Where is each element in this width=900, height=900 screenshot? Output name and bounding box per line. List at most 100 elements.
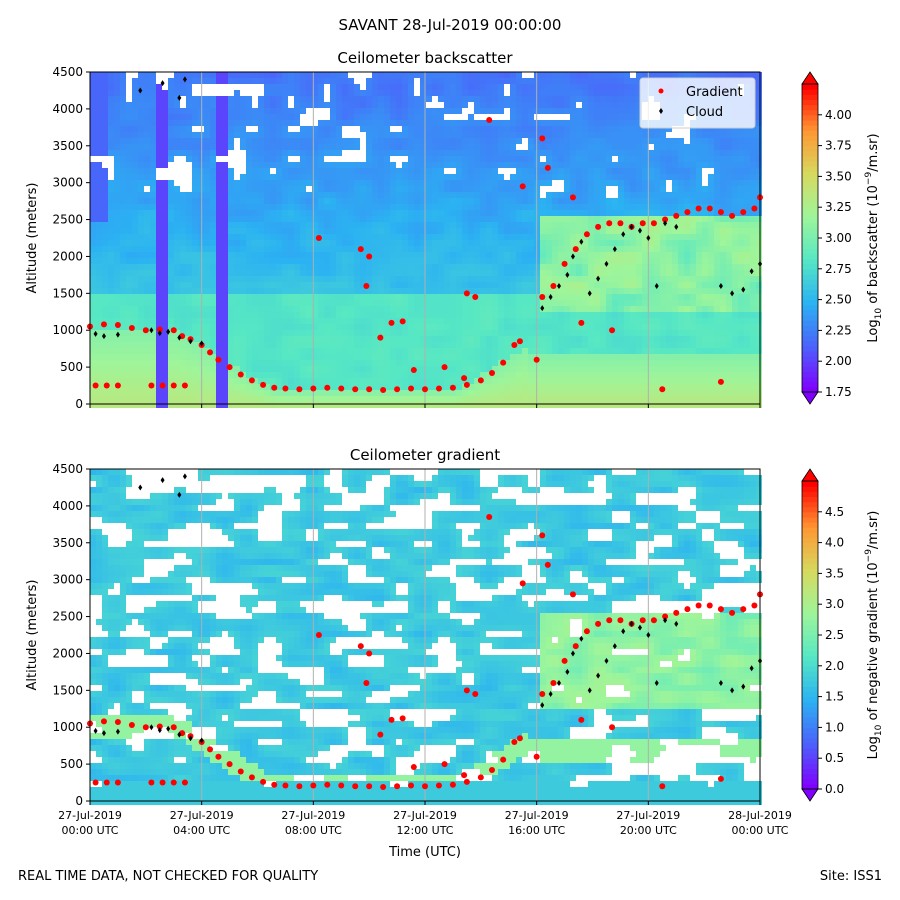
cloud-point bbox=[730, 290, 735, 297]
gradient-point bbox=[539, 135, 546, 142]
cloud-point bbox=[199, 340, 204, 347]
gradient-point bbox=[486, 513, 493, 520]
gradient-point bbox=[435, 782, 442, 789]
colorbar-segment bbox=[802, 299, 818, 306]
colorbar-segment bbox=[802, 350, 818, 357]
x-tick-time-label: 12:00 UTC bbox=[396, 824, 453, 837]
colorbar-segment bbox=[802, 676, 818, 682]
colorbar-segment bbox=[802, 84, 818, 90]
gradient-point bbox=[717, 378, 724, 385]
colorbar-segment bbox=[802, 145, 818, 152]
colorbar-segment bbox=[802, 258, 818, 265]
gradient-point bbox=[388, 319, 395, 326]
colorbar-segment bbox=[802, 361, 818, 367]
colorbar-segment bbox=[802, 253, 818, 260]
gradient-point bbox=[516, 338, 523, 345]
colorbar-segment bbox=[802, 783, 818, 790]
colorbar-segment bbox=[802, 670, 818, 677]
gradient-point bbox=[662, 216, 669, 223]
colorbar-segment bbox=[802, 635, 818, 641]
gradient-point bbox=[486, 116, 493, 123]
cloud-point bbox=[587, 290, 592, 297]
gradient-point bbox=[639, 220, 646, 227]
colorbar-segment bbox=[802, 248, 818, 254]
gradient-point bbox=[380, 783, 387, 790]
colorbar-extend-max bbox=[801, 71, 819, 85]
colorbar-segment bbox=[802, 773, 818, 780]
gradient-point bbox=[226, 364, 233, 371]
gradient-point bbox=[282, 782, 289, 789]
cloud-series bbox=[93, 76, 762, 347]
colorbar-segment bbox=[802, 542, 818, 549]
colorbar-segment bbox=[802, 737, 818, 744]
gradient-point bbox=[673, 609, 680, 616]
gradient-point bbox=[357, 643, 364, 650]
cloud-point bbox=[629, 223, 634, 230]
gradient-point bbox=[352, 386, 359, 393]
panel-title: Ceilometer gradient bbox=[350, 446, 500, 464]
x-tick-date-label: 27-Jul-2019 bbox=[505, 809, 569, 822]
cloud-point bbox=[579, 635, 584, 642]
colorbar-tick-label: 4.5 bbox=[825, 505, 844, 519]
cloud-point bbox=[188, 338, 193, 345]
gradient-point bbox=[422, 386, 428, 393]
colorbar-segment bbox=[802, 629, 818, 636]
gradient-point bbox=[500, 756, 507, 763]
gradient-point bbox=[441, 364, 448, 371]
gradient-point bbox=[399, 715, 406, 722]
x-tick-date-label: 27-Jul-2019 bbox=[393, 809, 457, 822]
y-tick-label: 3000 bbox=[52, 573, 83, 587]
x-tick-date-label: 28-Jul-2019 bbox=[728, 809, 792, 822]
gradient-point bbox=[114, 382, 121, 389]
colorbar-segment bbox=[802, 99, 818, 106]
colorbar-segment bbox=[802, 166, 818, 172]
gradient-point bbox=[366, 650, 373, 657]
colorbar-segment bbox=[802, 573, 818, 580]
gradient-point bbox=[695, 205, 702, 212]
cloud-point bbox=[741, 286, 746, 293]
cloud-point bbox=[587, 687, 592, 694]
gradient-point bbox=[170, 724, 177, 731]
gradient-point bbox=[572, 246, 579, 253]
gradient-point bbox=[617, 617, 624, 624]
colorbar-segment bbox=[802, 371, 818, 378]
gradient-point bbox=[271, 781, 278, 788]
gradient-point bbox=[148, 779, 155, 786]
gradient-point bbox=[583, 231, 590, 238]
gradient-point bbox=[408, 782, 415, 789]
x-tick-time-label: 08:00 UTC bbox=[285, 824, 342, 837]
colorbar-segment bbox=[802, 340, 818, 347]
colorbar-segment bbox=[802, 568, 818, 574]
y-tick-label: 500 bbox=[60, 757, 83, 771]
colorbar-segment bbox=[802, 660, 818, 667]
cloud-point bbox=[160, 80, 165, 87]
cloud-point bbox=[149, 724, 154, 731]
y-tick-label: 1500 bbox=[52, 286, 83, 300]
gradient-point bbox=[408, 385, 415, 392]
cloud-point bbox=[654, 282, 659, 289]
gradient-point bbox=[533, 356, 540, 363]
gradient-point bbox=[706, 602, 713, 609]
gradient-point bbox=[569, 194, 576, 201]
gradient-point bbox=[539, 691, 546, 698]
gradient-point bbox=[606, 617, 613, 624]
colorbar-segment bbox=[802, 516, 818, 523]
colorbar-tick-label: 1.75 bbox=[825, 385, 852, 399]
cloud-point bbox=[138, 484, 143, 491]
gradient-point bbox=[248, 774, 255, 781]
gradient-point bbox=[489, 767, 495, 774]
gradient-point bbox=[315, 632, 322, 638]
colorbar-tick-label: 0.0 bbox=[825, 782, 844, 796]
gradient-panel: Ceilometer gradient 0 500 1000 1500 2000 2500 3… bbox=[25, 446, 884, 860]
cloud-point bbox=[182, 473, 187, 480]
colorbar-segment bbox=[802, 614, 818, 621]
colorbar-tick-label: 0.5 bbox=[825, 751, 844, 765]
gradient-point bbox=[310, 782, 317, 789]
gradient-series bbox=[87, 513, 763, 790]
y-tick-label: 2000 bbox=[52, 646, 83, 660]
cloud-point bbox=[718, 282, 723, 289]
cloud-point bbox=[612, 246, 617, 253]
colorbar-segment bbox=[802, 386, 818, 393]
colorbar-segment bbox=[802, 268, 818, 275]
cloud-legend-marker bbox=[659, 108, 663, 114]
